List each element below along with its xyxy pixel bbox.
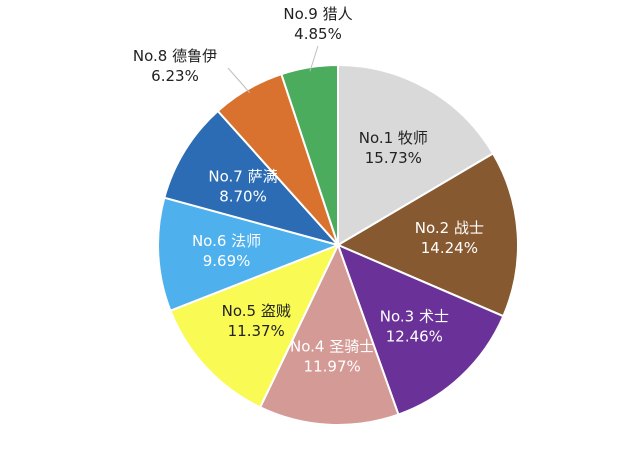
slice-percent-label: 9.69% — [203, 252, 251, 270]
slice-label-2: No.2 战士 14.24% — [415, 219, 484, 257]
pie-slice-2 — [335, 152, 519, 318]
slice-name-label: No.6 法师 — [192, 232, 261, 250]
pie-slice-9 — [280, 63, 339, 246]
pie-slice-6 — [157, 196, 342, 312]
slice-percent-label: 8.70% — [219, 187, 267, 205]
slice-percent-label: 15.73% — [365, 149, 422, 167]
slice-name-label: No.2 战士 — [415, 219, 484, 237]
slice-name-label: No.4 圣骑士 — [290, 337, 374, 355]
slice-percent-label: 14.24% — [421, 239, 478, 257]
slice-name-label: No.9 猎人 — [283, 5, 352, 23]
slice-percent-label: 6.23% — [151, 67, 199, 85]
slice-label-7: No.7 萨满 8.70% — [208, 167, 277, 205]
slice-name-label: No.8 德鲁伊 — [133, 47, 217, 65]
leader-line-9 — [309, 45, 319, 72]
pie-slice-1 — [337, 63, 495, 247]
pie-slice-3 — [336, 243, 505, 416]
slice-name-label: No.5 盗贼 — [222, 302, 291, 320]
slice-label-6: No.6 法师 9.69% — [192, 232, 261, 270]
slice-percent-label: 11.97% — [304, 357, 361, 375]
slice-label-4: No.4 圣骑士 11.97% — [290, 337, 374, 375]
slices-layer — [157, 63, 519, 426]
slice-label-3: No.3 术士 12.46% — [380, 307, 449, 345]
slice-label-9: No.9 猎人 4.85% — [283, 5, 352, 43]
slice-name-label: No.3 术士 — [380, 307, 449, 325]
slice-name-label: No.1 牧师 — [359, 129, 428, 147]
slice-label-8: No.8 德鲁伊 6.23% — [133, 47, 217, 85]
slice-percent-label: 11.37% — [228, 322, 285, 340]
leader-lines — [227, 45, 319, 94]
pie-slice-4 — [258, 242, 400, 426]
slice-percent-label: 4.85% — [294, 25, 342, 43]
slice-label-1: No.1 牧师 15.73% — [359, 129, 428, 167]
leader-line-8 — [227, 67, 251, 94]
slice-name-label: No.7 萨满 — [208, 167, 277, 185]
pie-slice-7 — [163, 109, 342, 247]
slice-label-5: No.5 盗贼 11.37% — [222, 302, 291, 340]
slice-percent-label: 12.46% — [386, 327, 443, 345]
pie-slice-5 — [169, 243, 341, 409]
